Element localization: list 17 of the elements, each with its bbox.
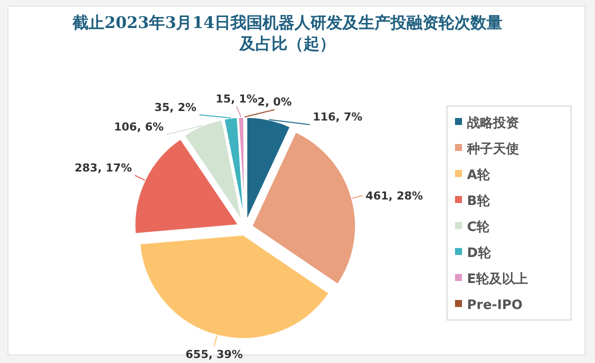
data-label: 283, 17%: [74, 161, 132, 174]
data-label: 461, 28%: [366, 190, 423, 203]
data-label: 2, 0%: [257, 96, 292, 109]
data-label: 655, 39%: [186, 348, 243, 362]
data-label: 116, 7%: [312, 110, 362, 124]
data-label: 106, 6%: [114, 120, 164, 134]
data-label: 35, 2%: [154, 100, 196, 114]
legend-label: B轮: [467, 194, 491, 209]
legend-label: 种子天使: [466, 142, 519, 157]
legend-label: C轮: [467, 220, 491, 235]
data-label: 15, 1%: [216, 92, 258, 106]
legend-label: D轮: [467, 246, 492, 261]
legend-label: Pre-IPO: [467, 298, 523, 313]
chart-title: 截止2023年3月14日我国机器人研发及生产投融资轮次数量及占比（起）: [72, 13, 502, 53]
legend-label: A轮: [467, 168, 492, 183]
legend-label: 战略投资: [467, 116, 519, 131]
legend-label: E轮及以上: [467, 272, 528, 287]
